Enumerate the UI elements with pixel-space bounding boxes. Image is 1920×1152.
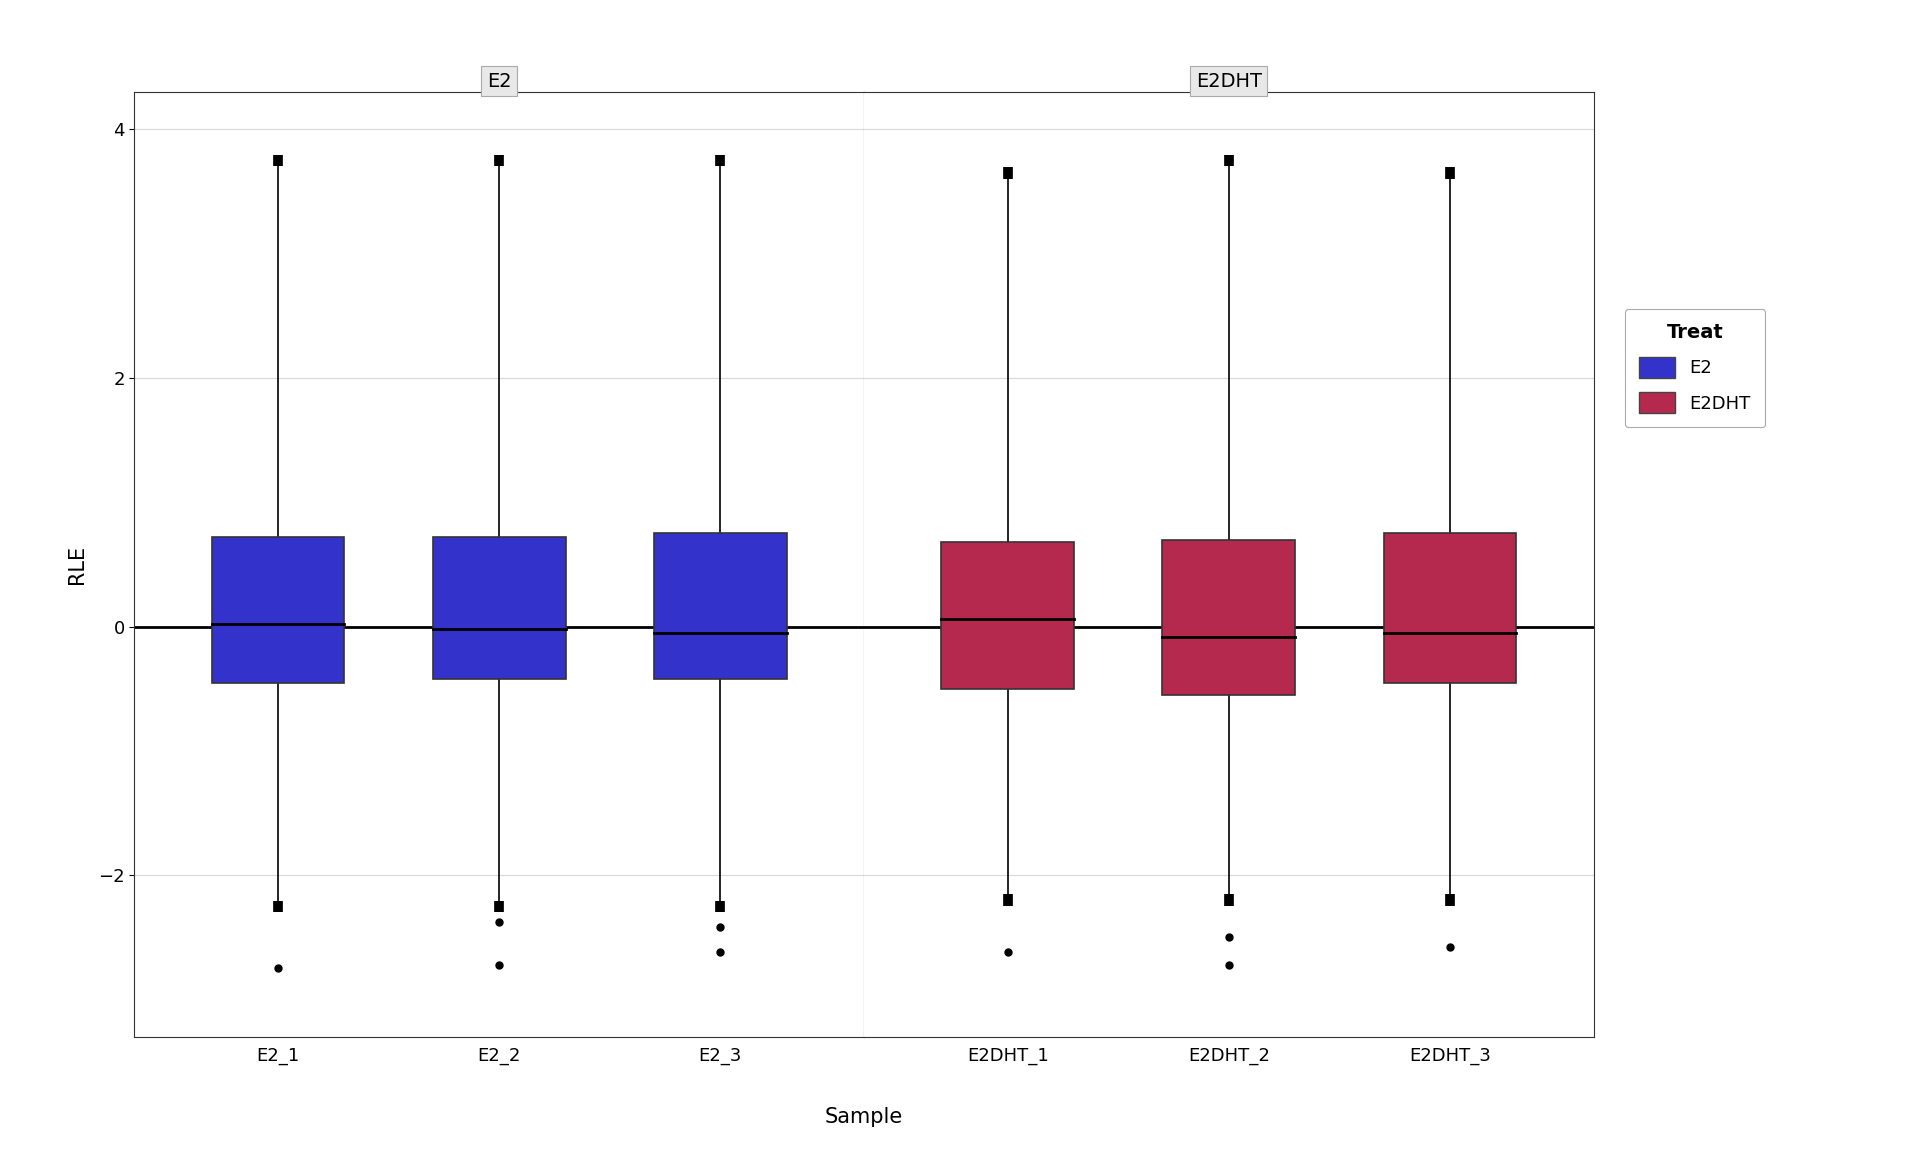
- Legend: E2, E2DHT: E2, E2DHT: [1624, 309, 1764, 427]
- Title: E2DHT: E2DHT: [1196, 71, 1261, 91]
- Text: E2DHT: E2DHT: [1196, 74, 1261, 92]
- Bar: [1162, 539, 1296, 695]
- Bar: [941, 543, 1073, 689]
- Bar: [432, 537, 566, 679]
- Text: Sample: Sample: [826, 1107, 902, 1127]
- Bar: [655, 533, 787, 679]
- Text: E2: E2: [488, 74, 511, 92]
- Bar: [1384, 533, 1517, 682]
- Title: E2: E2: [488, 71, 511, 91]
- Y-axis label: RLE: RLE: [67, 545, 86, 584]
- Bar: [211, 537, 344, 682]
